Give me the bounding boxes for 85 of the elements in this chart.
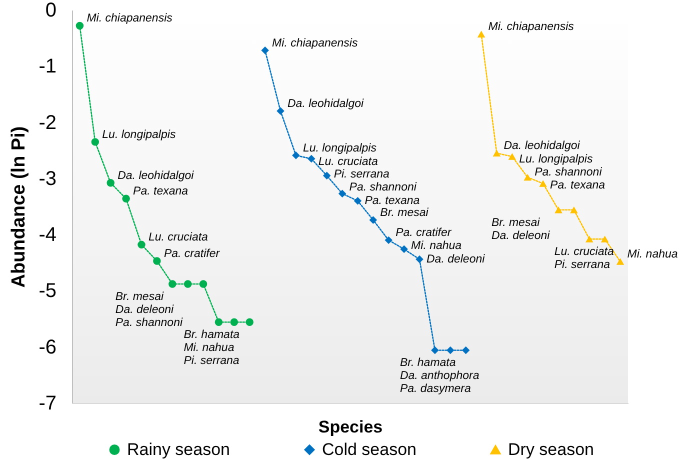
data-label: Lu. cruciata	[148, 232, 208, 244]
data-label: Pi. serrana	[334, 168, 390, 181]
point	[554, 206, 562, 214]
data-label: Br. hamata	[400, 357, 456, 370]
data-label: Br. mesai	[115, 290, 164, 303]
data-label: Lu. longipalpis	[102, 128, 176, 141]
point	[91, 138, 100, 146]
point	[431, 346, 439, 354]
point	[462, 346, 470, 354]
data-label: Da. leohidalgoi	[504, 140, 580, 152]
point	[570, 206, 578, 214]
data-label: Pa. shannoni	[349, 182, 417, 194]
data-label: Da. deleoni	[115, 304, 174, 316]
data-label: Pa. texana	[364, 194, 420, 207]
data-label: Lu. longipalpis	[302, 142, 377, 154]
y-tick-label: -5	[38, 280, 56, 302]
data-label: Da. leohidalgoi	[288, 98, 364, 110]
point	[384, 236, 392, 244]
point	[230, 318, 238, 326]
data-label: Pa. shannoni	[115, 316, 183, 329]
y-tick-label: 0	[45, 0, 56, 22]
point	[338, 190, 346, 198]
y-axis-title: Abundance (ln Pi)	[8, 126, 30, 288]
point	[400, 245, 408, 254]
data-label: Pa. dasymera	[400, 383, 471, 396]
point	[214, 318, 223, 326]
data-label: Mi. chiapanensis	[272, 37, 358, 50]
point	[508, 153, 516, 160]
y-tick-label: -1	[38, 56, 56, 78]
data-label: Pi. serrana	[184, 355, 240, 368]
data-label: Pi. serrana	[554, 259, 610, 272]
y-tick-label: -4	[38, 224, 56, 246]
y-tick-label: -2	[38, 112, 56, 134]
point	[276, 107, 284, 115]
data-label: Lu. cruciata	[554, 246, 614, 258]
point	[416, 255, 424, 264]
data-label: Da. anthophora	[400, 370, 480, 382]
point	[586, 236, 594, 242]
data-label: Pa. cratifer	[396, 227, 452, 240]
data-label: Pa. texana	[133, 186, 188, 198]
data-label: Da. deleoni	[492, 230, 550, 242]
legend-label: Rainy season	[127, 440, 230, 459]
point	[292, 152, 300, 160]
data-label: Mi. nahua	[184, 342, 234, 354]
data-label: Br. mesai	[492, 216, 540, 229]
point	[138, 240, 146, 249]
point	[199, 280, 208, 288]
data-label: Br. mesai	[380, 206, 429, 219]
point	[322, 172, 331, 180]
data-label: Da. leohidalgoi	[118, 170, 194, 182]
data-label: Pa. shannoni	[534, 166, 602, 178]
point	[524, 174, 532, 181]
point	[122, 194, 130, 203]
point	[354, 197, 362, 205]
data-label: Lu. cruciata	[318, 156, 378, 168]
point	[369, 216, 378, 224]
data-label: Lu. longipalpis	[519, 154, 593, 166]
data-label: Pa. texana	[550, 179, 606, 192]
point	[600, 236, 609, 242]
data-label: Da. deleoni	[426, 253, 486, 266]
point	[106, 179, 114, 187]
legend-label: Dry season	[508, 440, 594, 459]
point	[539, 180, 547, 187]
point	[492, 150, 501, 157]
point	[184, 280, 192, 288]
y-tick-label: -7	[38, 392, 56, 414]
y-tick-label: -3	[38, 168, 56, 190]
point	[153, 257, 161, 265]
point	[616, 258, 624, 265]
data-label: Mi. chiapanensis	[488, 21, 574, 34]
point	[261, 46, 269, 54]
y-tick-label: -6	[38, 336, 56, 358]
point	[76, 22, 84, 30]
point	[168, 280, 176, 288]
point	[477, 30, 486, 38]
x-axis-title: Species	[318, 418, 383, 436]
point	[308, 154, 316, 163]
legend-label: Cold season	[322, 440, 417, 459]
data-label: Mi. nahua	[627, 248, 678, 261]
point	[246, 318, 254, 326]
point	[446, 346, 454, 354]
data-label: Br. hamata	[184, 329, 240, 342]
data-label: Mi. chiapanensis	[86, 12, 173, 25]
data-label: Pa. cratifer	[164, 248, 221, 260]
data-label: Mi. nahua	[411, 240, 462, 252]
